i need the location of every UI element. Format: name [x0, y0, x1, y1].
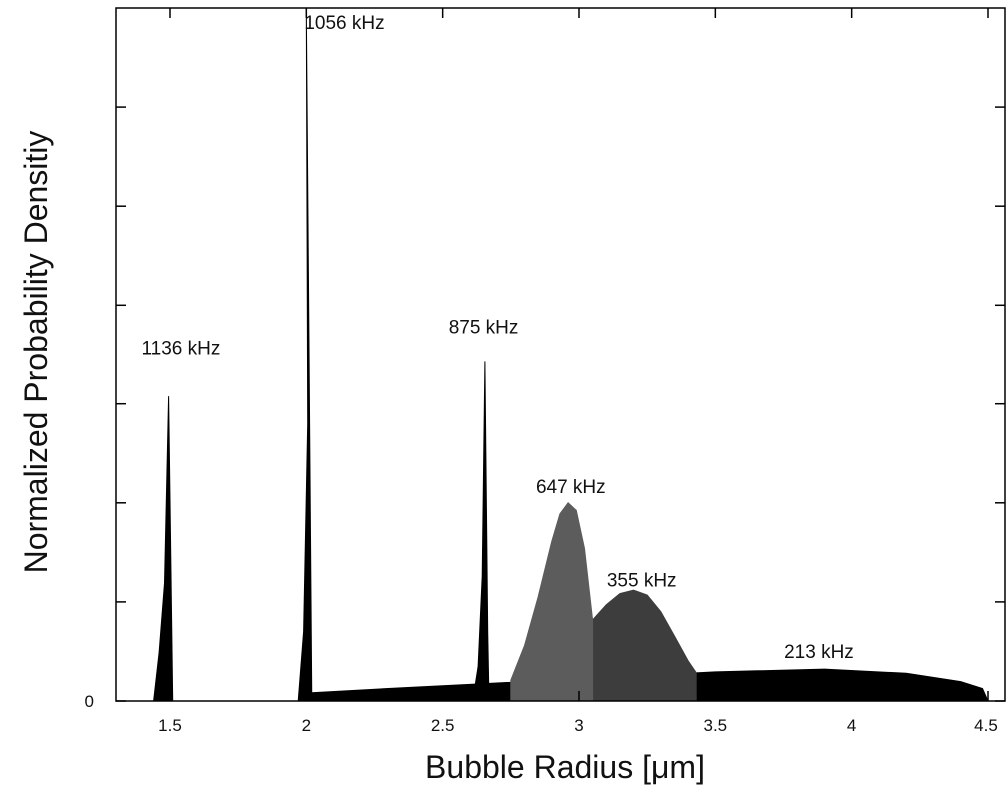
x-tick-label-5: 4: [847, 716, 856, 735]
x-tick-label-4: 3.5: [704, 716, 728, 735]
plot-frame: [115, 7, 1006, 702]
labels-layer: 1.5 2 2.5 3 3.5 4 4.5 0 1136 kHz 1056 kHz 875 kHz 6…: [85, 13, 998, 735]
y-tick-label-0: 0: [85, 692, 94, 711]
x-tick-label-1: 2: [302, 716, 311, 735]
x-tick-label-6: 4.5: [974, 716, 998, 735]
annotation-1136-khz: 1136 kHz: [141, 339, 220, 360]
series-layer: [153, 7, 989, 702]
annotation-355-khz: 355 kHz: [607, 571, 677, 592]
series-355-khz: [592, 589, 697, 702]
y-axis-title: Normalized Probability Densitiy: [18, 131, 54, 574]
series-1056-khz: [297, 7, 313, 702]
annotation-875-khz: 875 kHz: [449, 318, 519, 339]
annotation-213-khz: 213 kHz: [784, 642, 854, 663]
ticks-layer: [116, 8, 1005, 702]
x-tick-label-0: 1.5: [158, 716, 182, 735]
series-875-khz: [472, 361, 490, 702]
x-tick-label-2: 2.5: [431, 716, 455, 735]
series-1136-khz: [153, 396, 174, 702]
series-647-khz: [510, 502, 594, 702]
annotation-1056-khz: 1056 kHz: [304, 13, 384, 34]
x-tick-label-3: 3: [574, 716, 583, 735]
x-axis-title: Bubble Radius [μm]: [425, 749, 705, 785]
annotation-647-khz: 647 kHz: [536, 477, 606, 498]
